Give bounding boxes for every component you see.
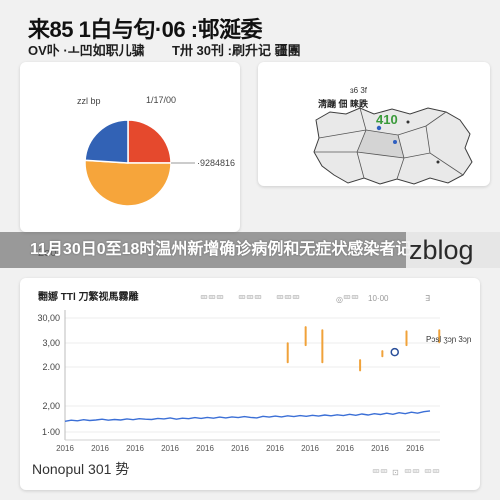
y-tick-label: 3,00 bbox=[42, 338, 60, 348]
x-tick-label: 2016 bbox=[371, 444, 389, 453]
chart-meta-label: 罒罒罒 bbox=[238, 295, 262, 304]
banner-text: 11月30日0至18时温州新增确诊病例和无症状感染者记 bbox=[30, 241, 412, 258]
map-dot bbox=[393, 140, 397, 144]
y-tick-label: 30,00 bbox=[37, 313, 60, 323]
chart-meta-label: 10·00 bbox=[368, 294, 389, 303]
region-map bbox=[313, 107, 473, 185]
map-value: 410 bbox=[376, 112, 398, 127]
pie-slice bbox=[127, 119, 172, 164]
title-banner: 11月30日0至18时温州新增确诊病例和无症状感染者记 zblog bbox=[0, 232, 500, 268]
x-tick-label: 2016 bbox=[301, 444, 319, 453]
footer-meta: 罒罒 bbox=[372, 469, 388, 478]
map-label-row: 淸蹦 佃 睐跌 bbox=[318, 99, 369, 109]
chart-annotation: Pɔsl ʒɔɲ 3ɔɲ bbox=[426, 335, 472, 344]
chart-meta-label: 罒罒罒 bbox=[200, 295, 224, 304]
x-tick-label: 2016 bbox=[336, 444, 354, 453]
map-card: ɜ6 3f 淸蹦 佃 睐跌 410 bbox=[258, 62, 490, 186]
marker-point bbox=[390, 347, 399, 357]
x-tick-label: 2016 bbox=[196, 444, 214, 453]
x-tick-label: 2016 bbox=[161, 444, 179, 453]
map-borders bbox=[314, 107, 464, 180]
chart-meta-label: 罒罒罒 bbox=[276, 295, 300, 304]
page-title: 来85 1白与匂·06 :邨涎委 bbox=[28, 17, 263, 42]
subtitle-right: T卅 30刊 :刷升记 疆團 bbox=[172, 43, 301, 58]
map-shaded-region bbox=[357, 130, 404, 158]
pie-slices bbox=[84, 119, 172, 207]
x-tick-label: 2016 bbox=[231, 444, 249, 453]
footer-label: Nonopul 301 势 bbox=[32, 461, 130, 477]
footer-meta: ⊡ bbox=[392, 468, 399, 477]
pie-slice bbox=[84, 159, 172, 207]
pie-slice bbox=[84, 119, 129, 164]
map-dot bbox=[406, 120, 410, 124]
line-chart-title: 翾娜 TTl 刀繁视馬霧雕 bbox=[38, 292, 139, 303]
pie-chart bbox=[84, 119, 195, 207]
y-tick-label: 1·00 bbox=[42, 427, 60, 437]
x-tick-label: 2016 bbox=[56, 444, 74, 453]
map-dot bbox=[436, 160, 440, 164]
line-chart: 30,00 3,00 2.00 2,00 1·00 2016 2016 2016 2016 201… bbox=[37, 310, 441, 453]
x-tick-label: 2016 bbox=[126, 444, 144, 453]
x-tick-label: 2016 bbox=[406, 444, 424, 453]
y-tick-label: 2,00 bbox=[42, 401, 60, 411]
x-tick-label: 2016 bbox=[266, 444, 284, 453]
line-chart-card: 30,00 3,00 2.00 2,00 1·00 2016 2016 2016 2016 201… bbox=[20, 278, 480, 490]
pie-chart-card: 1/17/00 ·9284816 zzl bp bbox=[20, 62, 240, 232]
subtitle-left: OV卟 ·ㅗ凹如职儿骕 bbox=[28, 43, 145, 58]
map-dot bbox=[376, 125, 382, 131]
chart-meta-label: ∃ bbox=[425, 294, 431, 303]
footer-meta: 罒罒 bbox=[424, 469, 440, 478]
line-series bbox=[64, 410, 431, 422]
site-watermark: zblog bbox=[406, 232, 500, 268]
chart-meta-label: ◎罒罒 bbox=[336, 295, 359, 304]
pie-label: ·9284816 bbox=[197, 158, 236, 168]
pie-label: zzl bp bbox=[77, 96, 101, 106]
pie-label: 1/17/00 bbox=[146, 95, 177, 105]
footer-meta: 罒罒 bbox=[404, 469, 420, 478]
x-tick-label: 2016 bbox=[91, 444, 109, 453]
map-label-top: ɜ6 3f bbox=[350, 86, 368, 95]
y-tick-label: 2.00 bbox=[42, 362, 60, 372]
